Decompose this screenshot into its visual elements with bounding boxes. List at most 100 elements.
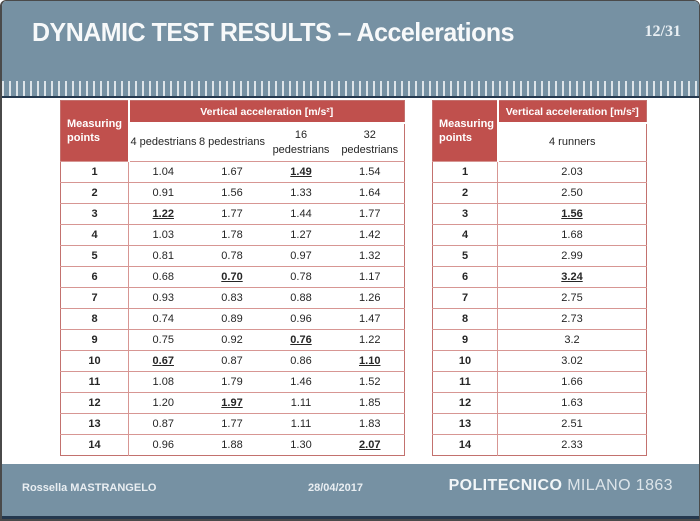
acceleration-value: 1.42	[335, 224, 405, 246]
measuring-point: 5	[432, 245, 498, 267]
acceleration-value: 2.51	[497, 413, 647, 435]
measuring-point: 12	[60, 392, 129, 414]
acceleration-value: 1.88	[197, 434, 267, 456]
measuring-point: 6	[432, 266, 498, 288]
brand-secondary: MILANO 1863	[567, 477, 673, 494]
acceleration-value: 0.76	[266, 329, 336, 351]
page-number: 12/31	[644, 23, 681, 40]
acceleration-value: 1.83	[335, 413, 405, 435]
table-row: 12 1.63	[432, 392, 647, 414]
measuring-point: 13	[432, 413, 498, 435]
table-row: 3 1.22 1.77 1.44 1.77	[60, 203, 405, 225]
measuring-point: 8	[432, 308, 498, 330]
column-header: 8 pedestrians	[197, 123, 267, 162]
slide-title: DYNAMIC TEST RESULTS – Accelerations	[32, 17, 515, 47]
column-header: 16 pedestrians	[266, 123, 336, 162]
acceleration-value: 0.75	[128, 329, 198, 351]
acceleration-value: 1.85	[335, 392, 405, 414]
acceleration-value: 0.89	[197, 308, 267, 330]
measuring-point: 4	[60, 224, 129, 246]
acceleration-value: 2.07	[335, 434, 405, 456]
acceleration-value: 0.96	[266, 308, 336, 330]
group-header: Vertical acceleration [m/s²]	[497, 100, 647, 124]
acceleration-value: 1.64	[335, 182, 405, 204]
measuring-point: 10	[60, 350, 129, 372]
acceleration-value: 0.93	[128, 287, 198, 309]
acceleration-value: 1.67	[197, 161, 267, 183]
acceleration-value: 1.44	[266, 203, 336, 225]
acceleration-value: 2.03	[497, 161, 647, 183]
measuring-point: 11	[60, 371, 129, 393]
acceleration-value: 2.50	[497, 182, 647, 204]
table-row: 7 2.75	[432, 287, 647, 309]
table-row: 5 2.99	[432, 245, 647, 267]
acceleration-value: 1.49	[266, 161, 336, 183]
table-row: 5 0.81 0.78 0.97 1.32	[60, 245, 405, 267]
column-header: 4 runners	[497, 123, 647, 162]
acceleration-value: 1.47	[335, 308, 405, 330]
acceleration-value: 3.02	[497, 350, 647, 372]
table-row: 6 3.24	[432, 266, 647, 288]
column-header: 4 pedestrians	[128, 123, 198, 162]
measuring-point: 3	[60, 203, 129, 225]
runner-acceleration-table: Measuring points Vertical acceleration […	[432, 100, 647, 456]
acceleration-value: 1.32	[335, 245, 405, 267]
acceleration-value: 2.73	[497, 308, 647, 330]
measuring-point: 6	[60, 266, 129, 288]
table-row: 2 2.50	[432, 182, 647, 204]
acceleration-value: 0.87	[128, 413, 198, 435]
acceleration-value: 1.08	[128, 371, 198, 393]
acceleration-value: 1.26	[335, 287, 405, 309]
table-row: 9 3.2	[432, 329, 647, 351]
corner-header: Measuring points	[60, 100, 130, 162]
footer-author: Rossella MASTRANGELO	[22, 482, 157, 494]
measuring-point: 14	[60, 434, 129, 456]
table-row: 6 0.68 0.70 0.78 1.17	[60, 266, 405, 288]
measuring-point: 9	[60, 329, 129, 351]
acceleration-value: 1.77	[335, 203, 405, 225]
measuring-point: 9	[432, 329, 498, 351]
acceleration-value: 0.78	[266, 266, 336, 288]
measuring-point: 8	[60, 308, 129, 330]
acceleration-value: 3.2	[497, 329, 647, 351]
acceleration-value: 1.78	[197, 224, 267, 246]
table-row: 13 0.87 1.77 1.11 1.83	[60, 413, 405, 435]
acceleration-value: 2.99	[497, 245, 647, 267]
acceleration-value: 1.03	[128, 224, 198, 246]
accent-divider	[2, 96, 699, 98]
footer-brand-logo: POLITECNICO MILANO 1863	[449, 477, 673, 495]
footer-date: 28/04/2017	[307, 482, 364, 494]
acceleration-value: 0.96	[128, 434, 198, 456]
acceleration-value: 1.77	[197, 203, 267, 225]
brand-primary: POLITECNICO	[448, 477, 563, 494]
acceleration-value: 2.75	[497, 287, 647, 309]
acceleration-value: 0.97	[266, 245, 336, 267]
measuring-point: 4	[432, 224, 498, 246]
acceleration-value: 2.33	[497, 434, 647, 456]
acceleration-value: 0.88	[266, 287, 336, 309]
acceleration-value: 1.22	[335, 329, 405, 351]
measuring-point: 3	[432, 203, 498, 225]
group-header: Vertical acceleration [m/s²]	[128, 100, 405, 124]
table-row: 11 1.66	[432, 371, 647, 393]
table-row: 14 2.33	[432, 434, 647, 456]
acceleration-value: 1.56	[497, 203, 647, 225]
measuring-point: 1	[60, 161, 129, 183]
title-band: DYNAMIC TEST RESULTS – Accelerations 12/…	[2, 1, 699, 81]
table-row: 1 2.03	[432, 161, 647, 183]
measuring-point: 7	[432, 287, 498, 309]
table-row: 8 2.73	[432, 308, 647, 330]
acceleration-value: 1.52	[335, 371, 405, 393]
table-row: 3 1.56	[432, 203, 647, 225]
slide-content: Measuring points Vertical acceleration […	[2, 98, 699, 464]
table-row: 2 0.91 1.56 1.33 1.64	[60, 182, 405, 204]
acceleration-value: 1.77	[197, 413, 267, 435]
measuring-point: 11	[432, 371, 498, 393]
acceleration-value: 0.78	[197, 245, 267, 267]
acceleration-value: 0.83	[197, 287, 267, 309]
acceleration-value: 1.79	[197, 371, 267, 393]
pedestrian-acceleration-table: Measuring points Vertical acceleration […	[60, 100, 405, 456]
measuring-point: 2	[60, 182, 129, 204]
measuring-point: 13	[60, 413, 129, 435]
